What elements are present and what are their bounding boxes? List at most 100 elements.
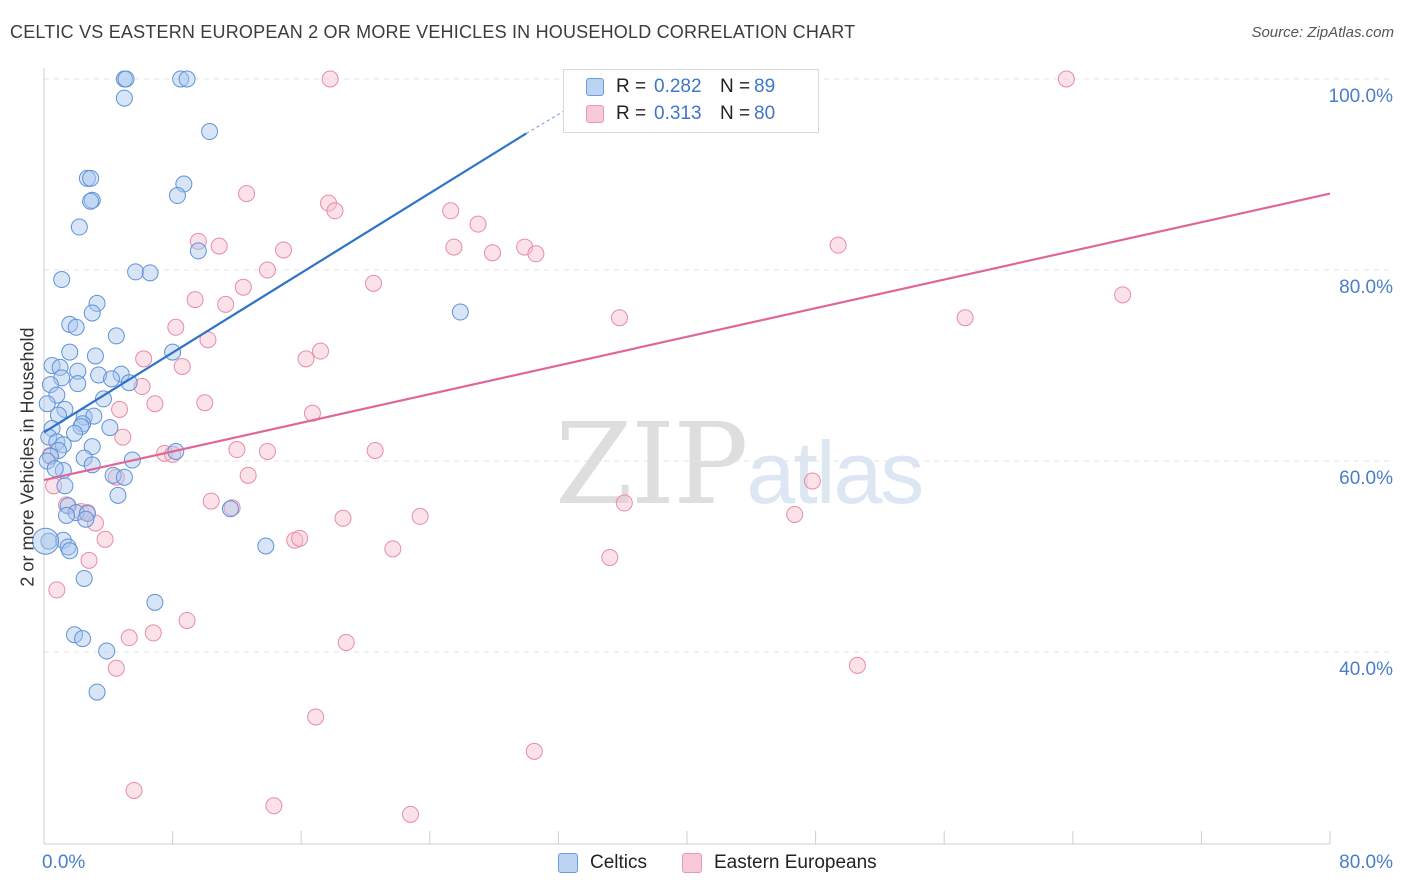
eastern-europeans-point: [239, 466, 257, 484]
bottom-legend-celtics: Celtics: [558, 852, 647, 874]
eastern-europeans-point: [217, 295, 235, 313]
eastern-europeans-point: [610, 309, 628, 327]
eastern-europeans-point: [135, 350, 153, 368]
x-tick-label-min: 0.0%: [42, 852, 86, 873]
celtics-point: [101, 419, 119, 437]
celtics-point: [107, 327, 125, 345]
eastern-europeans-point: [223, 499, 241, 517]
celtics-point: [77, 510, 95, 528]
celtics-point: [451, 303, 469, 321]
celtics-point: [66, 626, 84, 644]
celtics-point: [120, 374, 138, 392]
eastern-europeans-points: [41, 70, 1132, 823]
eastern-europeans-point: [173, 357, 191, 375]
eastern-europeans-point: [146, 395, 164, 413]
eastern-europeans-point: [196, 394, 214, 412]
eastern-europeans-point: [402, 805, 420, 823]
legend-row-eastern-europeans: R = 0.313 N = 80: [586, 101, 775, 127]
eastern-europeans-point: [829, 236, 847, 254]
celtics-point: [72, 418, 90, 436]
legend-n-value: 80: [754, 103, 776, 124]
eastern-europeans-point: [186, 291, 204, 309]
celtics-point: [74, 630, 92, 648]
celtics-point: [94, 390, 112, 408]
celtics-point: [88, 683, 106, 701]
celtics-point: [88, 294, 106, 312]
y-tick-label-100: 100.0%: [1328, 86, 1393, 107]
celtics-point: [56, 477, 74, 495]
celtics-point: [90, 366, 108, 384]
eastern-europeans-point: [133, 378, 151, 396]
eastern-europeans-point: [189, 232, 207, 250]
celtics-point: [48, 386, 66, 404]
watermark-zip: ZIP: [555, 400, 748, 530]
eastern-europeans-point: [601, 548, 619, 566]
eastern-europeans-point: [125, 781, 143, 799]
eastern-europeans-point: [210, 237, 228, 255]
eastern-europeans-point: [337, 633, 355, 651]
eastern-europeans-point: [111, 400, 129, 418]
celtics-swatch: [586, 78, 604, 96]
celtics-point: [53, 271, 71, 289]
watermark: ZIPatlas: [555, 400, 924, 530]
eastern-europeans-point: [525, 742, 543, 760]
y-tick-label-80: 80.0%: [1339, 277, 1393, 298]
celtics-point: [70, 218, 88, 236]
celtics-point: [168, 187, 186, 205]
celtics-point: [172, 70, 190, 88]
celtics-point: [115, 89, 133, 107]
eastern-europeans-point: [469, 215, 487, 233]
celtics-point: [257, 537, 275, 555]
celtics-point: [82, 169, 100, 187]
celtics-point: [201, 123, 219, 141]
legend-n-label: N =: [720, 76, 751, 97]
celtics-point: [82, 192, 100, 210]
x-tick-label-max: 80.0%: [1339, 852, 1393, 873]
y-tick-label-60: 60.0%: [1339, 468, 1393, 489]
celtics-point: [189, 242, 207, 260]
celtics-trend-line: [43, 132, 527, 434]
legend-r-value: 0.282: [654, 76, 702, 97]
eastern-europeans-point: [365, 274, 383, 292]
celtics-point: [83, 191, 101, 209]
celtics-point: [146, 593, 164, 611]
eastern-europeans-point: [956, 309, 974, 327]
celtics-point: [141, 264, 159, 282]
eastern-europeans-point: [234, 278, 252, 296]
celtics-point: [61, 542, 79, 560]
eastern-europeans-point: [167, 318, 185, 336]
eastern-europeans-point: [48, 581, 66, 599]
celtics-point: [40, 532, 58, 550]
eastern-europeans-point: [258, 261, 276, 279]
eastern-europeans-point: [1057, 70, 1075, 88]
celtics-legend-label: Celtics: [590, 852, 648, 873]
celtics-point: [115, 468, 133, 486]
celtics-point: [83, 304, 101, 322]
legend-r-label: R =: [616, 76, 647, 97]
celtics-point: [109, 486, 127, 504]
eastern-europeans-point: [848, 656, 866, 674]
celtics-point: [103, 370, 121, 388]
celtics-point: [61, 343, 79, 361]
celtics-point: [67, 318, 85, 336]
eastern-europeans-point: [291, 529, 309, 547]
legend-r-label: R =: [616, 103, 647, 124]
eastern-europeans-point: [144, 624, 162, 642]
eastern-europeans-point: [483, 244, 501, 262]
celtics-point: [38, 395, 56, 413]
eastern-europeans-legend-swatch: [682, 853, 702, 873]
chart-title: CELTIC VS EASTERN EUROPEAN 2 OR MORE VEH…: [10, 22, 856, 42]
chart-source: Source: ZipAtlas.com: [1251, 24, 1394, 41]
celtics-point: [46, 460, 64, 478]
eastern-europeans-point: [275, 241, 293, 259]
eastern-europeans-point: [265, 797, 283, 815]
eastern-europeans-point: [442, 202, 460, 220]
legend-n-label: N =: [720, 103, 751, 124]
eastern-europeans-point: [96, 530, 114, 548]
celtics-point: [221, 500, 239, 518]
legend-n-value: 89: [754, 76, 776, 97]
celtics-legend-swatch: [558, 853, 578, 873]
bottom-legend-eastern-europeans: Eastern Europeans: [682, 852, 877, 874]
eastern-europeans-point: [107, 659, 125, 677]
eastern-europeans-point: [228, 441, 246, 459]
